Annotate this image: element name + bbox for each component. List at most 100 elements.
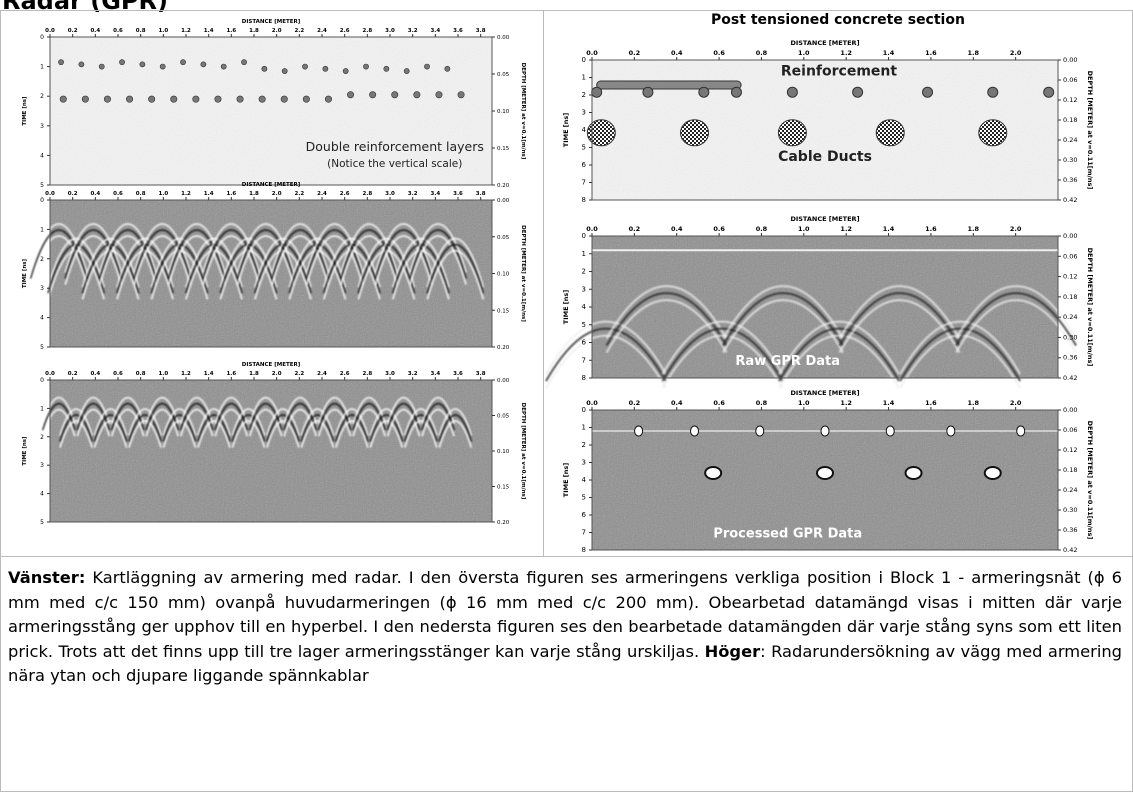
depth-tick-label: 0.24	[1063, 313, 1077, 321]
depth-tick-label: 0.05	[497, 414, 510, 420]
x-tick-label: 2.6	[340, 191, 350, 197]
hyperbola	[421, 396, 456, 425]
hyperbola	[305, 235, 364, 285]
time-tick-label: 4	[40, 491, 44, 498]
hyperbola	[167, 223, 226, 273]
hyperbola	[545, 334, 667, 389]
time-tick-label: 4	[40, 315, 44, 322]
plot-content	[58, 59, 465, 103]
hyperbola	[374, 229, 433, 279]
rebar-dot	[363, 63, 369, 70]
x-tick-label: 2.0	[272, 191, 282, 197]
x-tick-label: 0.4	[90, 371, 100, 377]
x-tick-label: 1.8	[968, 225, 980, 233]
hyperbola	[778, 320, 900, 375]
hyperbola	[403, 408, 438, 436]
depth-tick-label: 0.15	[497, 308, 510, 314]
plot-caption: Double reinforcement layers	[306, 139, 484, 154]
x-tick-label: 1.6	[925, 49, 937, 57]
rebar-dot	[383, 65, 390, 72]
x-tick-label: 0.2	[68, 28, 78, 34]
time-tick-label: 6	[582, 511, 587, 519]
x-tick-label: 0.0	[45, 371, 55, 377]
hyperbola	[661, 320, 784, 375]
depth-tick-label: 0.00	[497, 35, 510, 41]
x-tick-label: 3.2	[408, 191, 418, 197]
hyperbola	[352, 408, 387, 437]
depth-tick-label: 0.42	[1063, 196, 1077, 204]
hyperbola	[545, 327, 667, 382]
x-tick-label: 0.8	[756, 399, 768, 407]
x-tick-label: 3.8	[476, 28, 486, 34]
plot-caption: Cable Ducts	[778, 149, 872, 165]
rebar-dot	[391, 91, 399, 99]
hyperbola	[838, 285, 961, 340]
hyperbola	[81, 243, 140, 294]
rebar-dot	[424, 63, 430, 70]
time-tick-label: 0	[582, 232, 586, 240]
x-tick-label: 1.2	[181, 191, 191, 197]
x-tick-label: 1.2	[181, 28, 191, 34]
hyperbola	[214, 402, 249, 431]
rebar-dot	[987, 86, 999, 98]
rebar-dot	[281, 68, 288, 74]
hyperbola	[98, 223, 157, 273]
time-axis-label: TIME [ns]	[562, 113, 570, 147]
x-tick-label: 0.0	[45, 191, 55, 197]
hyperbola	[59, 420, 94, 448]
x-tick-label: 2.4	[317, 371, 327, 377]
depth-tick-label: 0.06	[1063, 252, 1077, 260]
x-axis-label: DISTANCE [METER]	[242, 362, 301, 368]
depth-tick-label: 0.24	[1063, 136, 1077, 144]
x-tick-label: 0.2	[68, 191, 78, 197]
rebar-dot	[435, 91, 443, 99]
rebar-dot	[241, 59, 247, 66]
hyperbola	[179, 396, 214, 425]
rebar-dot	[280, 95, 288, 103]
x-tick-label: 1.6	[925, 225, 937, 233]
x-tick-label: 1.8	[968, 49, 980, 57]
hyperbola	[352, 402, 387, 431]
x-tick-label: 1.0	[158, 28, 168, 34]
hyperbola	[202, 235, 261, 285]
hyperbola	[409, 229, 468, 279]
rebar-dot	[302, 63, 308, 70]
rebar-dot	[180, 59, 186, 66]
hyperbola	[219, 249, 278, 300]
time-axis-label: TIME [ns]	[562, 463, 570, 497]
x-tick-label: 0.0	[586, 49, 598, 57]
depth-tick-label: 0.36	[1063, 354, 1077, 362]
rebar-dot	[200, 61, 207, 68]
cable-duct	[875, 119, 905, 147]
x-tick-label: 3.6	[453, 191, 463, 197]
plot-content	[592, 425, 1058, 480]
rebar-dot	[78, 61, 85, 68]
depth-tick-label: 0.18	[1063, 116, 1077, 124]
time-tick-label: 4	[582, 476, 587, 484]
rebar-reflection	[755, 425, 765, 437]
time-tick-label: 0	[582, 56, 586, 64]
hyperbola	[167, 229, 226, 279]
rebar-reflection	[690, 425, 700, 437]
x-tick-label: 1.8	[249, 191, 259, 197]
depth-tick-label: 0.18	[1063, 293, 1077, 301]
figures: Post tensioned concrete section 0.0 0.2 0.…	[22, 12, 1094, 554]
depth-tick-label: 0.20	[497, 183, 510, 189]
page-title: Radar (GPR)	[2, 0, 168, 15]
depth-tick-label: 0.36	[1063, 176, 1077, 184]
hyperbola	[421, 402, 456, 431]
x-tick-label: 1.4	[883, 225, 895, 233]
hyperbola	[605, 285, 728, 340]
time-tick-label: 0	[40, 197, 44, 204]
rebar-dot	[214, 95, 222, 103]
time-tick-label: 5	[40, 519, 44, 526]
time-tick-label: 5	[582, 494, 586, 502]
hyperbola	[386, 408, 421, 437]
depth-axis-label: DEPTH [METER] at v=0.1[m/ns]	[520, 225, 526, 322]
x-axis-label: DISTANCE [METER]	[790, 215, 859, 223]
hyperbola	[391, 237, 450, 288]
rebar-reflection	[885, 425, 895, 437]
hyperbola	[778, 327, 900, 382]
hyperbola	[93, 408, 128, 436]
plot-content	[41, 396, 473, 448]
